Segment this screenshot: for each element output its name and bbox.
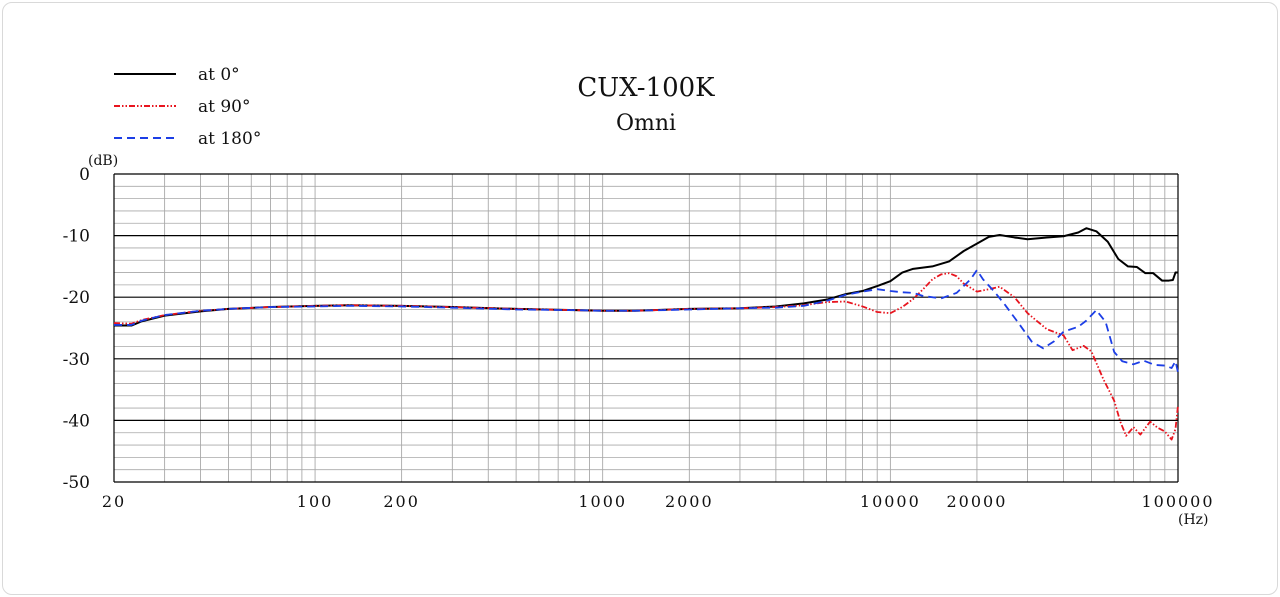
series-line-1: [113, 272, 1179, 441]
y-tick-label: -20: [63, 288, 90, 308]
x-tick-label: 20: [102, 492, 126, 511]
series-line-2: [114, 269, 1179, 373]
legend: at 0° at 90° at 180°: [114, 65, 261, 149]
y-tick-label: -40: [63, 411, 90, 431]
legend-label-at-180: at 180°: [198, 129, 261, 149]
legend-label-at-90: at 90°: [198, 97, 251, 117]
minor-grid: [114, 174, 1178, 482]
chart-title: CUX-100K: [577, 73, 715, 103]
x-tick-label: 1000: [578, 492, 627, 511]
y-axis-label: (dB): [88, 153, 118, 169]
chart-subtitle: Omni: [616, 111, 676, 136]
x-tick-label: 20000: [946, 492, 1007, 511]
x-tick-labels: 20 100 200 1000 2000 10000 20000 100000: [102, 492, 1214, 511]
x-tick-label: 200: [383, 492, 420, 511]
legend-label-at-0: at 0°: [198, 65, 240, 85]
response-curves: [113, 227, 1179, 441]
y-tick-label: -50: [63, 473, 90, 493]
x-tick-label: 2000: [665, 492, 714, 511]
major-grid: [113, 173, 1179, 483]
x-tick-label: 100000: [1141, 492, 1214, 511]
x-tick-label: 100: [297, 492, 334, 511]
y-tick-labels: 0 -10 -20 -30 -40 -50: [63, 165, 90, 493]
x-axis-label: (Hz): [1178, 512, 1209, 528]
x-tick-label: 10000: [860, 492, 921, 511]
y-tick-label: 0: [79, 165, 90, 185]
y-tick-label: -30: [63, 350, 90, 370]
y-tick-label: -10: [63, 227, 90, 247]
